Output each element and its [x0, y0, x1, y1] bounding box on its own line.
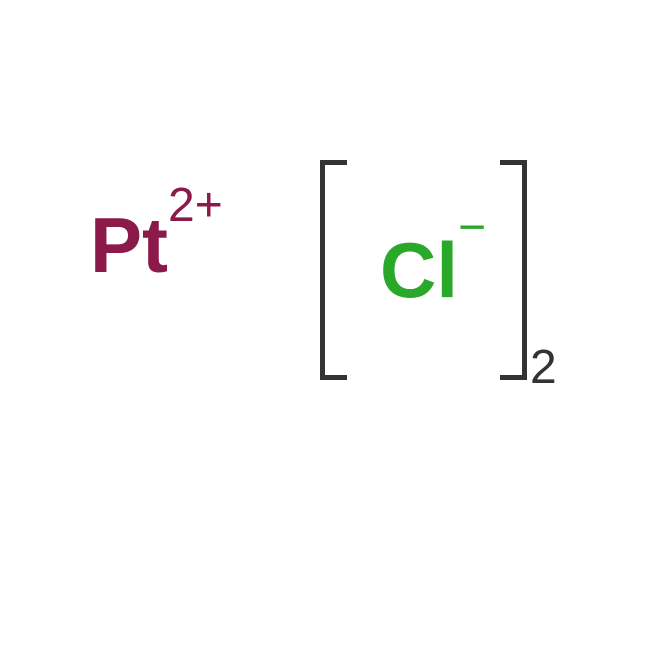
- anion-subscript: 2: [530, 340, 557, 395]
- bracket-left: [320, 160, 347, 380]
- pt-charge: 2+: [168, 178, 223, 233]
- chloride-anion: Cl −: [380, 225, 458, 316]
- pt-symbol: Pt: [90, 201, 168, 289]
- cl-charge: −: [458, 200, 486, 255]
- bracket-right: [500, 160, 527, 380]
- cl-symbol: Cl: [380, 226, 458, 314]
- platinum-cation: Pt 2+: [90, 200, 168, 291]
- chemical-formula-diagram: Pt 2+ Cl − 2: [0, 0, 650, 650]
